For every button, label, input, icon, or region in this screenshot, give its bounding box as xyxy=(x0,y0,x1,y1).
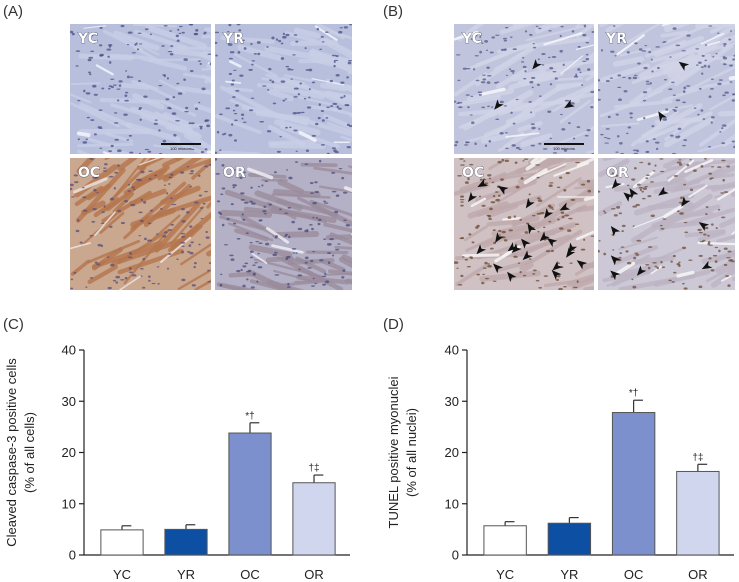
significance-marker: †‡ xyxy=(308,463,319,474)
panel-c-label: (C) xyxy=(3,316,24,333)
tile-label: OR xyxy=(606,165,629,181)
y-tick-label: 10 xyxy=(445,496,459,511)
tunel-arrow-icon xyxy=(698,222,710,232)
tunel-arrow-icon xyxy=(546,238,558,248)
bar-yc xyxy=(100,529,144,556)
tunel-arrow-icon xyxy=(525,197,535,209)
micrograph-b-oc: OC xyxy=(454,158,594,290)
tunel-arrow-icon xyxy=(552,261,563,271)
bar-oc xyxy=(611,412,656,556)
y-tick-label: 10 xyxy=(62,496,76,511)
tunel-arrow-icon xyxy=(629,188,639,199)
y-axis-label: (% of all nuclei) xyxy=(404,408,419,497)
tunel-arrow-icon xyxy=(610,255,621,266)
tunel-arrow-icon xyxy=(521,238,531,249)
micrograph-b-yc: 100 microns YC xyxy=(454,24,594,154)
tile-label: OC xyxy=(462,165,484,181)
tunel-arrow-icon xyxy=(566,247,576,258)
micrograph-a-yr: YR xyxy=(215,24,352,154)
tunel-arrow-icon xyxy=(610,270,621,281)
tunel-arrow-icon xyxy=(678,61,690,71)
micrograph-b-yr: YR xyxy=(598,24,735,154)
tunel-arrow-icon xyxy=(564,99,575,109)
scale-bar-label: 100 microns xyxy=(170,146,192,151)
tile-label: YC xyxy=(77,31,98,47)
y-tick-label: 40 xyxy=(62,343,76,358)
bar-yr xyxy=(164,528,208,556)
bar-or xyxy=(676,470,720,556)
tunel-arrow-icon xyxy=(494,99,504,110)
tunel-arrow-icon xyxy=(568,242,578,254)
tile-label: YR xyxy=(605,31,627,47)
chart-c: 0 10 20 30 40 Cleaved caspase-3 positive cell… xyxy=(4,343,350,582)
y-tick-label: 0 xyxy=(69,548,76,563)
significance-marker: †‡ xyxy=(692,452,703,463)
micrograph-a-or: OR xyxy=(215,158,352,290)
tunel-arrow-icon xyxy=(498,186,509,195)
tunel-arrow-icon xyxy=(495,232,504,243)
tunel-arrow-icon xyxy=(658,111,667,122)
bar-yc xyxy=(483,525,527,556)
tile-label: OR xyxy=(223,165,246,181)
tunel-arrow-icon xyxy=(611,178,622,189)
tunel-arrow-icon xyxy=(544,208,554,219)
x-tick-label: YR xyxy=(560,567,578,582)
x-tick-label: OC xyxy=(624,567,644,582)
x-tick-label: YC xyxy=(496,567,514,582)
significance-marker: *† xyxy=(629,388,638,399)
tunel-arrow-icon xyxy=(681,196,691,207)
bar-yr xyxy=(547,522,592,556)
tunel-arrow-icon xyxy=(539,231,550,242)
tunel-arrow-icon xyxy=(658,186,669,196)
tunel-arrow-icon xyxy=(551,270,562,280)
micrograph-a-yc: 100 microns YC xyxy=(70,24,211,154)
y-axis-label: Cleaved caspase-3 positive cells xyxy=(4,358,19,547)
micrograph-b-or: OR xyxy=(598,158,735,290)
x-tick-label: OR xyxy=(688,567,708,582)
chart-d: 0 10 20 30 40 TUNEL positive myonuclei (% of a… xyxy=(386,343,734,582)
tunel-arrow-icon xyxy=(522,250,533,261)
bar-oc xyxy=(228,432,272,556)
tunel-arrow-icon xyxy=(493,263,503,274)
y-tick-label: 20 xyxy=(445,445,459,460)
y-tick-label: 30 xyxy=(445,394,459,409)
tunel-arrow-icon xyxy=(532,59,542,70)
bar-or xyxy=(292,482,336,556)
x-tick-label: YC xyxy=(113,567,131,582)
x-tick-label: OR xyxy=(304,567,324,582)
tile-label: OC xyxy=(78,165,100,181)
tunel-arrow-icon xyxy=(701,260,713,270)
tunel-arrow-icon xyxy=(476,244,487,255)
panel-d-label: (D) xyxy=(383,316,404,333)
tunel-arrow-icon xyxy=(477,178,489,188)
tunel-arrow-icon xyxy=(623,192,634,202)
y-tick-label: 0 xyxy=(452,548,459,563)
tunel-arrow-icon xyxy=(576,260,588,270)
x-tick-label: YR xyxy=(177,567,195,582)
significance-marker: *† xyxy=(245,411,254,422)
tunel-arrow-icon xyxy=(507,271,517,282)
y-tick-label: 20 xyxy=(62,445,76,460)
tunel-arrow-icon xyxy=(527,223,537,235)
tunel-arrow-icon xyxy=(610,226,621,237)
y-axis-label: TUNEL positive myonuclei xyxy=(386,376,401,528)
panel-b-label: (B) xyxy=(383,3,403,20)
scale-bar-label: 100 microns xyxy=(553,146,575,151)
tile-label: YC xyxy=(461,31,482,47)
y-tick-label: 40 xyxy=(445,343,459,358)
panel-a-label: (A) xyxy=(3,3,23,20)
micrograph-a-oc: OC xyxy=(70,158,211,290)
tunel-arrow-icon xyxy=(636,265,647,276)
y-axis-label: (% of all cells) xyxy=(22,412,37,493)
x-tick-label: OC xyxy=(240,567,260,582)
tunel-arrow-icon xyxy=(468,191,478,202)
tunel-arrow-icon xyxy=(559,202,571,211)
tunel-arrow-icon xyxy=(511,243,522,253)
tile-label: YR xyxy=(222,31,244,47)
y-tick-label: 30 xyxy=(62,394,76,409)
